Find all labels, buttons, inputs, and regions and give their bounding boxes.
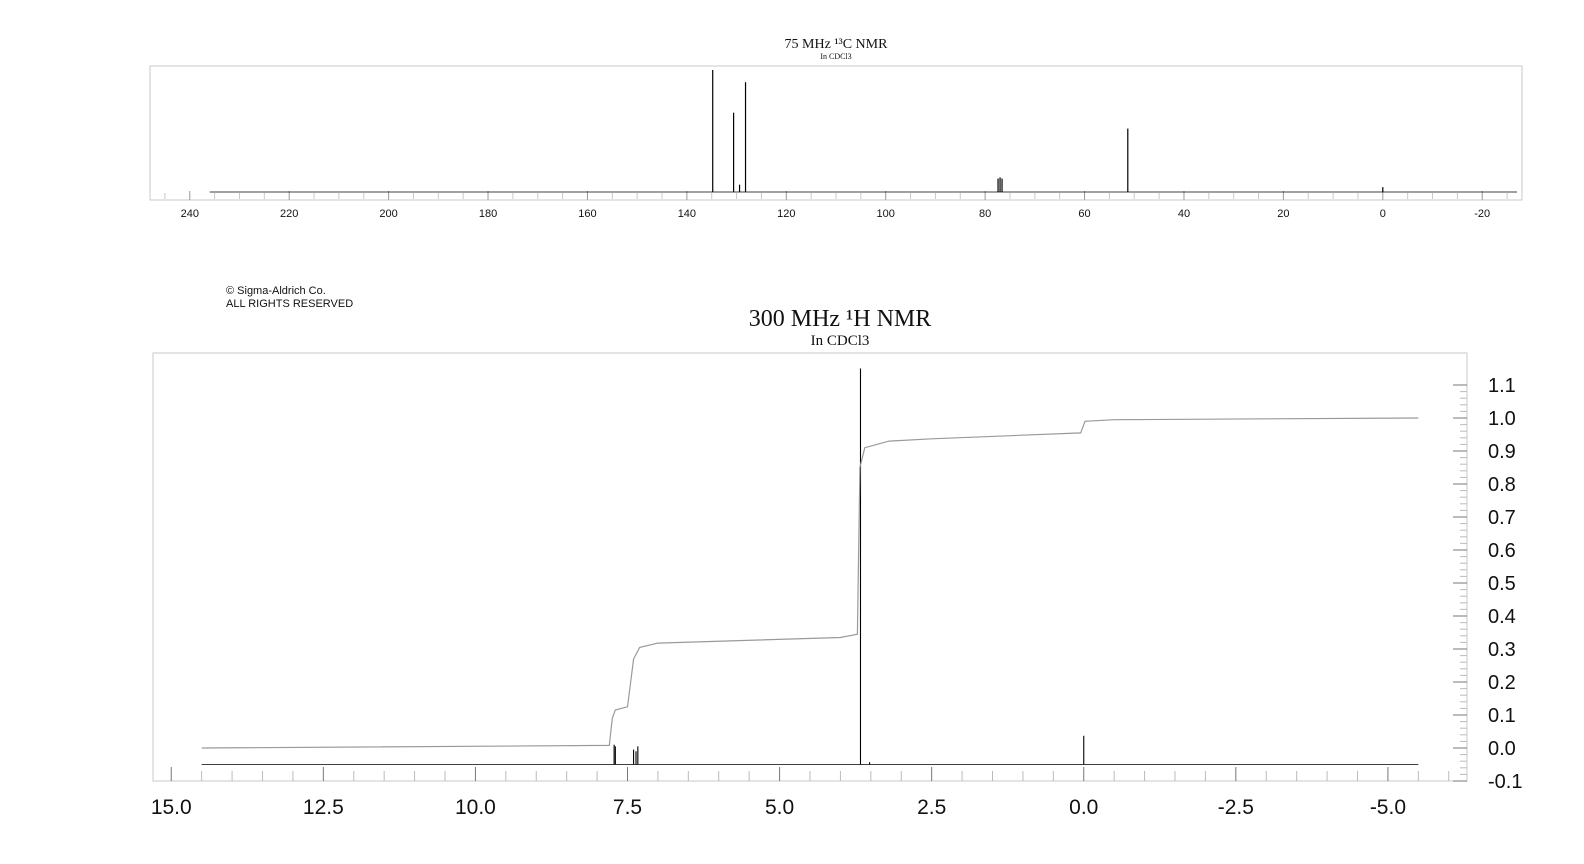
h1-title: 300 MHz ¹H NMR xyxy=(749,306,932,332)
h1-y-tick-label: 0.2 xyxy=(1488,672,1516,694)
c13-plot-frame xyxy=(149,65,1523,201)
h1-x-tick-label: 7.5 xyxy=(613,796,642,819)
copyright-line-1: © Sigma-Aldrich Co. xyxy=(226,285,326,297)
c13-x-tick-label: 100 xyxy=(877,208,895,220)
h1-y-axis: 1.1 1.0 0.9 0.8 0.7 0.6 0.5 0.4 0.3 0.2 0.1 0.0 -0.1 xyxy=(1453,375,1522,793)
c13-nmr-chart: 75 MHz ¹³C NMR In CDCl3 240 220 200 180 160 1… xyxy=(149,37,1523,220)
h1-y-tick-label: 0.7 xyxy=(1488,507,1516,529)
c13-subtitle: In CDCl3 xyxy=(820,52,851,61)
c13-x-tick-label: 240 xyxy=(181,208,199,220)
copyright-notice: © Sigma-Aldrich Co. ALL RIGHTS RESERVED xyxy=(226,285,353,311)
h1-x-tick-label: 12.5 xyxy=(303,796,344,819)
c13-peaks xyxy=(712,70,1384,192)
c13-x-tick-label: 80 xyxy=(979,208,991,220)
h1-integral-curve xyxy=(201,417,1419,749)
c13-x-axis: 240 220 200 180 160 140 120 100 80 60 40 20 0 -20 xyxy=(181,191,1490,220)
h1-x-tick-label: 2.5 xyxy=(917,796,946,819)
h1-y-tick-label: 0.5 xyxy=(1488,573,1516,595)
h1-x-tick-label: 5.0 xyxy=(765,796,794,819)
h1-y-tick-label: 1.1 xyxy=(1488,375,1516,397)
h1-y-tick-label: 0.1 xyxy=(1488,705,1516,727)
h1-y-tick-label: 0.6 xyxy=(1488,540,1516,562)
c13-x-tick-label: 220 xyxy=(280,208,298,220)
c13-x-tick-label: 140 xyxy=(678,208,696,220)
c13-x-tick-label: -20 xyxy=(1474,208,1490,220)
h1-plot-frame xyxy=(152,352,1468,782)
c13-minor-ticks xyxy=(164,193,1508,199)
h1-x-tick-label: -5.0 xyxy=(1370,796,1406,819)
h1-y-tick-label: 0.8 xyxy=(1488,474,1516,496)
h1-x-tick-label: -2.5 xyxy=(1218,796,1254,819)
c13-x-tick-label: 180 xyxy=(479,208,497,220)
h1-y-tick-label: 0.4 xyxy=(1488,606,1516,628)
c13-x-tick-label: 160 xyxy=(578,208,596,220)
c13-x-tick-label: 20 xyxy=(1277,208,1289,220)
c13-x-tick-label: 200 xyxy=(379,208,397,220)
h1-nmr-chart: 300 MHz ¹H NMR In CDCl3 1.1 1.0 0.9 0.8 0.7 0… xyxy=(151,306,1523,819)
h1-y-tick-label: 0.0 xyxy=(1488,738,1516,760)
h1-y-tick-label: 0.9 xyxy=(1488,441,1516,463)
h1-y-tick-label: 0.3 xyxy=(1488,639,1516,661)
c13-x-tick-label: 120 xyxy=(777,208,795,220)
h1-subtitle: In CDCl3 xyxy=(811,333,870,349)
h1-x-tick-label: 0.0 xyxy=(1069,796,1098,819)
h1-y-tick-label: 1.0 xyxy=(1488,408,1516,430)
c13-title: 75 MHz ¹³C NMR xyxy=(785,37,889,52)
copyright-line-2: ALL RIGHTS RESERVED xyxy=(226,298,354,310)
h1-peaks xyxy=(613,368,1085,765)
h1-x-axis: 15.0 12.5 10.0 7.5 5.0 2.5 0.0 -2.5 -5.0 xyxy=(151,767,1450,819)
c13-x-tick-label: 40 xyxy=(1178,208,1190,220)
c13-x-tick-label: 0 xyxy=(1380,208,1386,220)
h1-x-tick-label: 15.0 xyxy=(151,796,192,819)
c13-x-tick-label: 60 xyxy=(1078,208,1090,220)
h1-y-tick-label: -0.1 xyxy=(1488,771,1522,793)
h1-x-tick-label: 10.0 xyxy=(455,796,496,819)
